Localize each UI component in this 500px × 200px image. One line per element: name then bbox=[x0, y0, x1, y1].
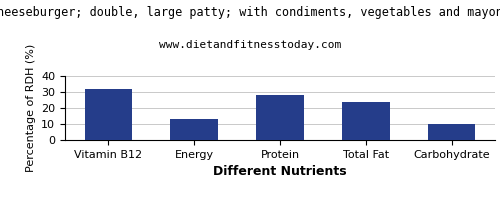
Bar bbox=[342, 102, 390, 140]
X-axis label: Different Nutrients: Different Nutrients bbox=[213, 165, 347, 178]
Text: www.dietandfitnesstoday.com: www.dietandfitnesstoday.com bbox=[159, 40, 341, 50]
Bar bbox=[170, 119, 218, 140]
Text: heeseburger; double, large patty; with condiments, vegetables and mayon: heeseburger; double, large patty; with c… bbox=[0, 6, 500, 19]
Bar bbox=[84, 89, 132, 140]
Bar bbox=[428, 124, 476, 140]
Y-axis label: Percentage of RDH (%): Percentage of RDH (%) bbox=[26, 44, 36, 172]
Bar bbox=[256, 95, 304, 140]
